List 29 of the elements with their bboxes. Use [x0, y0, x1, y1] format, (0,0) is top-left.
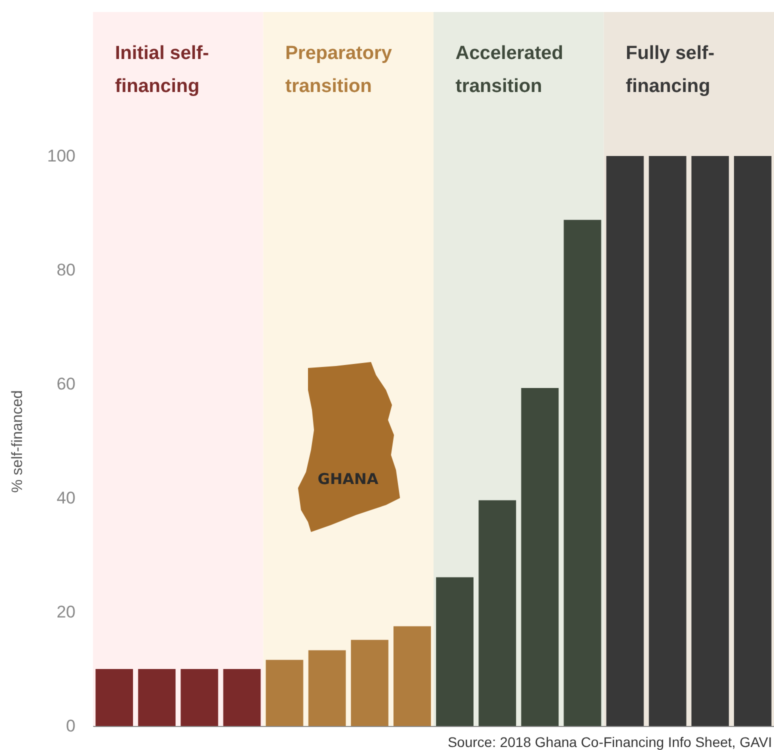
bar	[478, 500, 516, 726]
y-tick-label: 100	[47, 146, 76, 166]
text: Fully self- financing	[626, 43, 714, 97]
bar	[138, 669, 176, 726]
bar	[393, 626, 431, 726]
text: Initial self- financing	[115, 43, 209, 97]
bar	[648, 156, 686, 726]
y-tick-label: 80	[56, 260, 76, 280]
bar	[521, 388, 559, 726]
text: Accelerated transition	[456, 43, 564, 97]
bar	[350, 640, 388, 726]
text: Preparatory transition	[285, 43, 392, 97]
y-tick-label: 0	[66, 716, 76, 736]
y-tick-label: 60	[56, 374, 76, 394]
y-axis-title: % self-financed	[9, 390, 26, 493]
bar	[96, 669, 134, 726]
bar	[606, 156, 644, 726]
y-tick-label: 20	[56, 602, 76, 622]
y-tick-label: 40	[56, 488, 76, 508]
source-note: Source: 2018 Ghana Co-Financing Info Sheet, GAVI	[448, 734, 772, 750]
bar	[734, 156, 772, 726]
bar	[223, 669, 261, 726]
bar	[436, 577, 474, 726]
bar	[691, 156, 729, 726]
annotation: GHANA	[318, 470, 379, 488]
bar	[308, 650, 346, 726]
bar	[180, 669, 218, 726]
bar	[266, 660, 304, 726]
bar	[564, 220, 602, 726]
